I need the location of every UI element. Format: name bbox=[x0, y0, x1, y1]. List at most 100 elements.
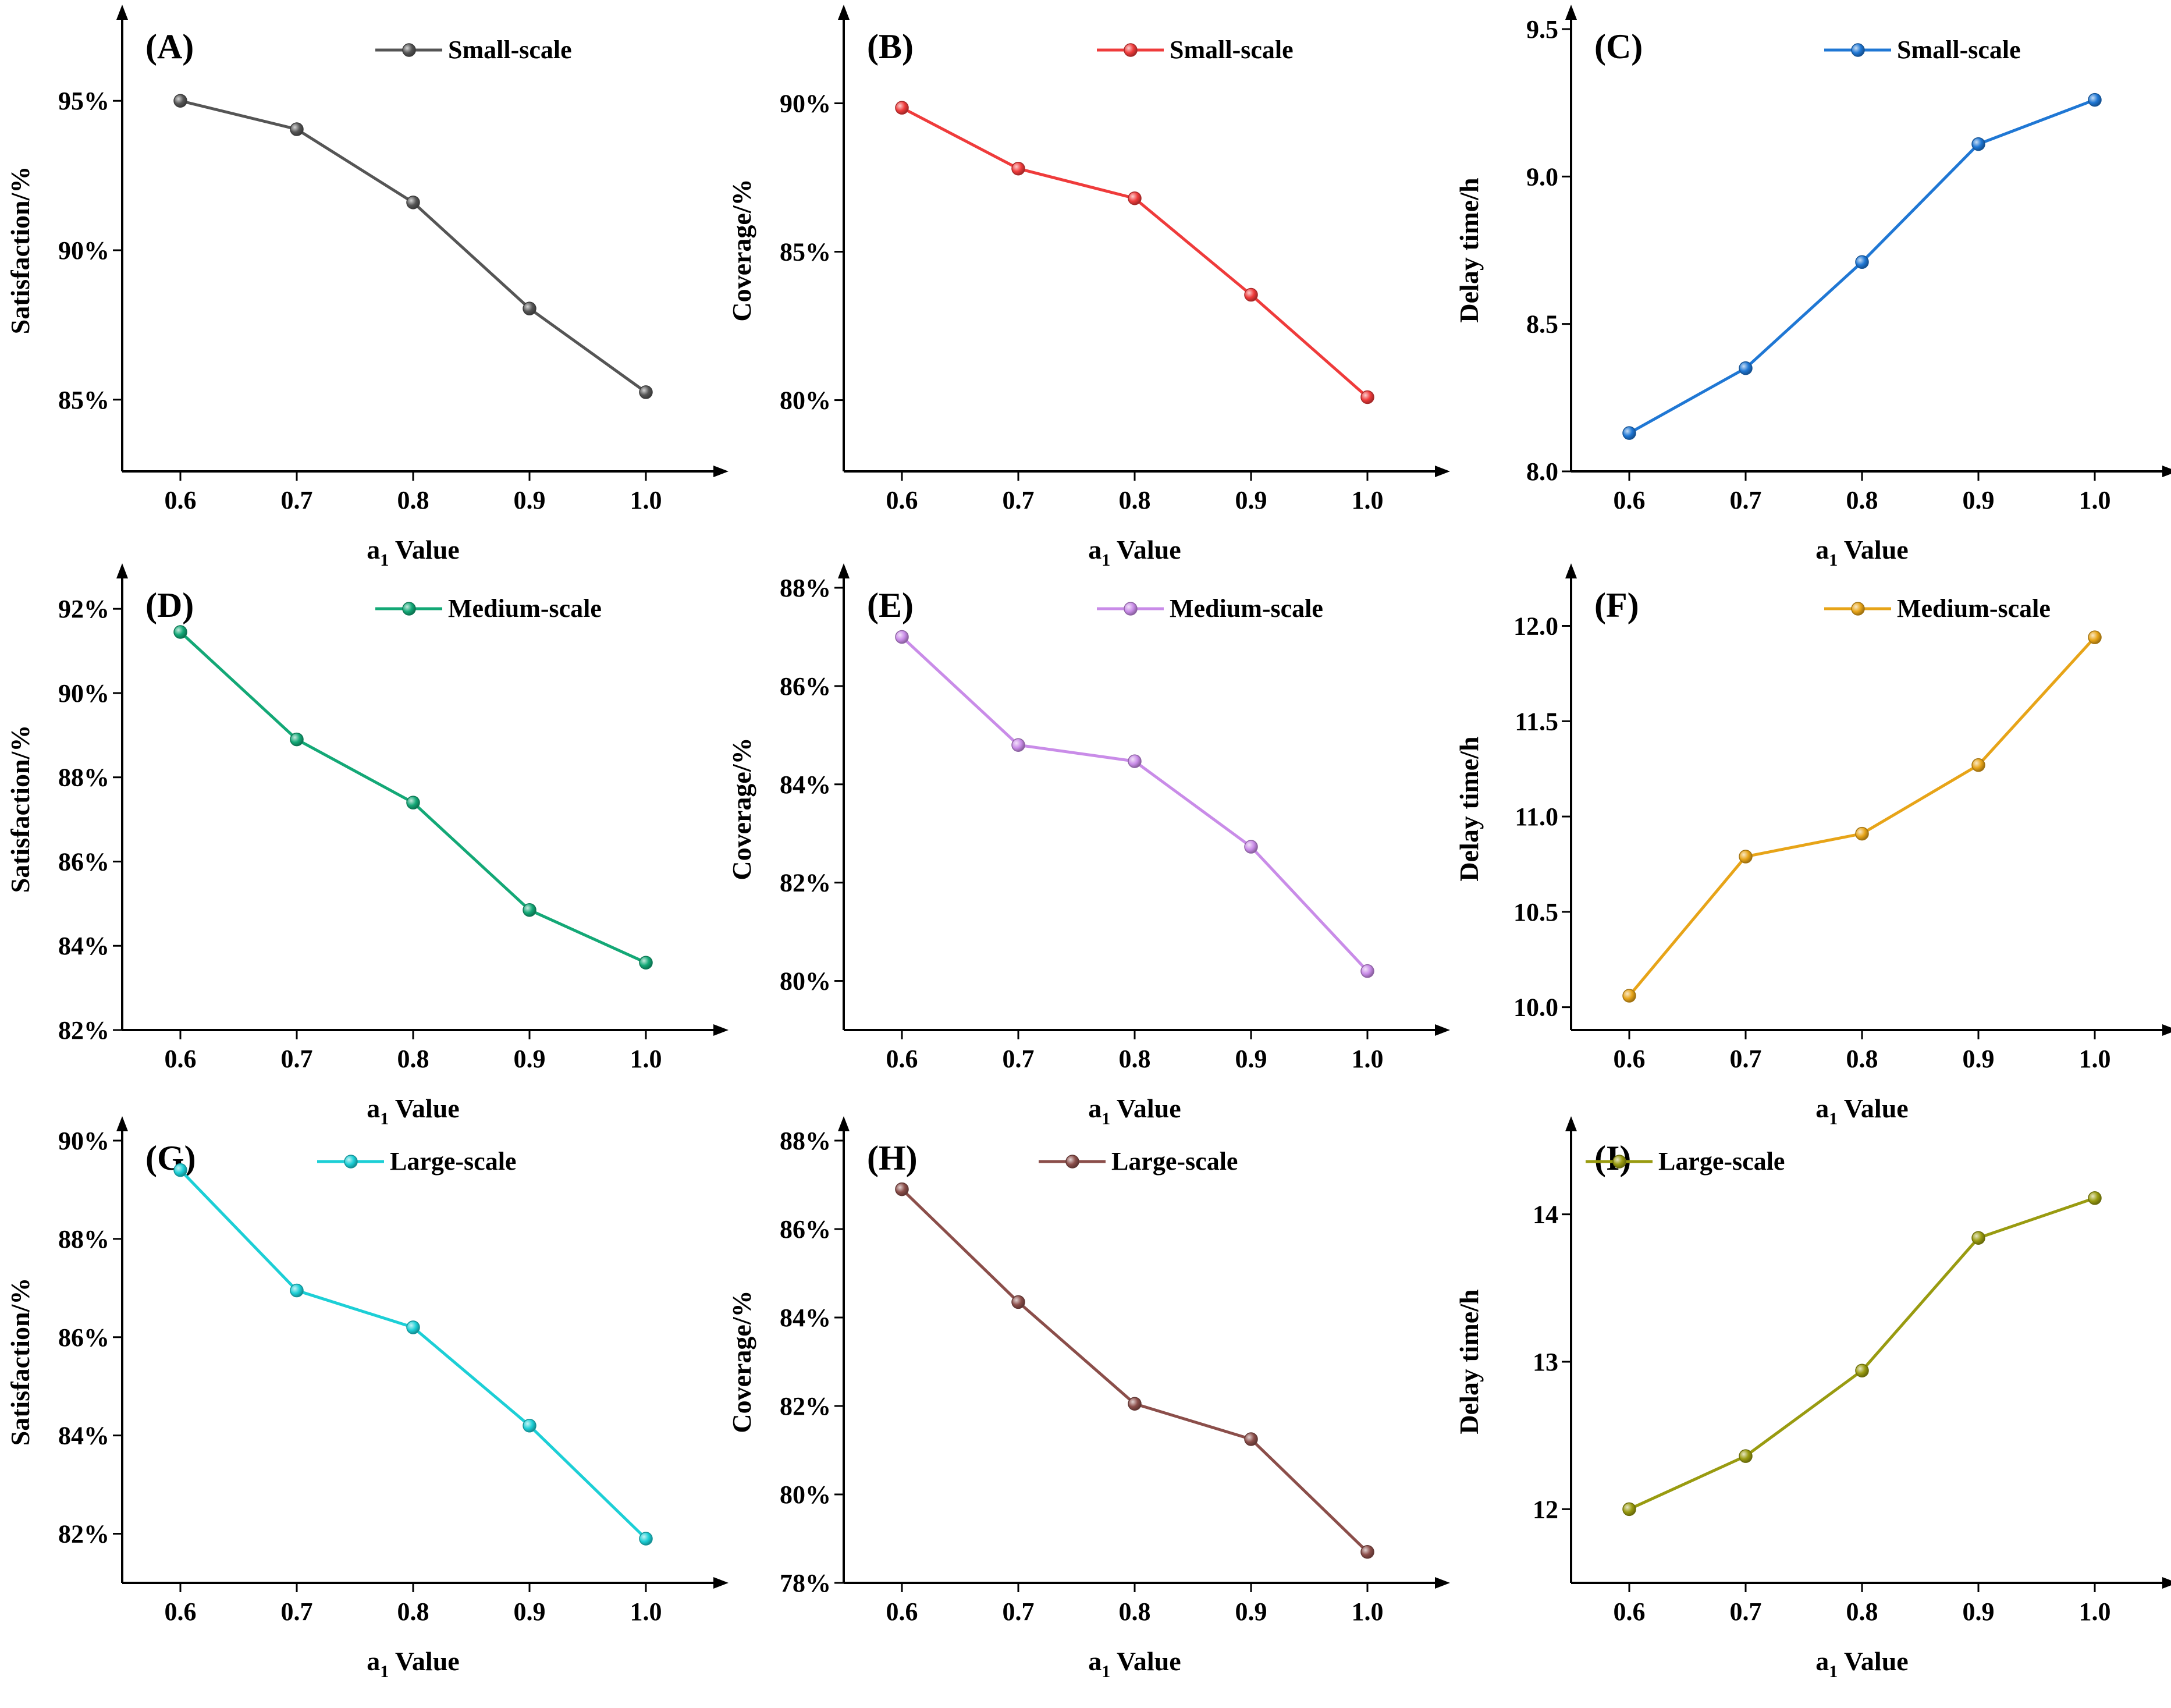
chart-4-x-axis-title-value: Value bbox=[389, 1093, 459, 1123]
chart-4-y-tick-label: 92% bbox=[58, 595, 109, 623]
chart-8-y-axis-title: Coverage/% bbox=[727, 1290, 756, 1433]
chart-7-series-line bbox=[179, 1169, 647, 1540]
chart-9-data-point bbox=[1971, 1231, 1985, 1245]
chart-1-data-point bbox=[290, 122, 304, 136]
chart-9-x-tick-label: 0.9 bbox=[1963, 1597, 1995, 1626]
chart-8-series-line bbox=[901, 1188, 1369, 1553]
chart-5-series-line bbox=[901, 635, 1369, 972]
chart-6-data-point bbox=[1971, 758, 1985, 772]
chart-7-x-axis-title: a1 Value bbox=[367, 1646, 459, 1681]
chart-9-series-line bbox=[1628, 1196, 2095, 1511]
chart-5-data-point bbox=[1244, 840, 1258, 854]
chart-2-y-tick-label: 90% bbox=[780, 90, 831, 118]
chart-7: 0.6 0.7 0.8 0.9 1.0 82% 84% 86% 88% 90% a1 Value Sa… bbox=[5, 1116, 729, 1681]
chart-9-data-point bbox=[2088, 1191, 2102, 1205]
chart-5-y-axis-arrow bbox=[838, 563, 850, 578]
chart-6-x-axis-arrow bbox=[2162, 1024, 2171, 1036]
chart-8-x-tick-label: 0.6 bbox=[886, 1597, 918, 1626]
chart-6-y-tick-label: 11.0 bbox=[1515, 802, 1558, 831]
chart-2-data-point bbox=[895, 101, 909, 115]
chart-5: 0.6 0.7 0.8 0.9 1.0 80% 82% 84% 86% 88% a1 Value Co… bbox=[727, 563, 1450, 1128]
chart-7-data-point bbox=[523, 1419, 536, 1433]
chart-9-y-tick-label: 14 bbox=[1533, 1201, 1558, 1229]
chart-1-x-axis-title-subscript: 1 bbox=[380, 551, 389, 570]
chart-6-panel-label: (F) bbox=[1594, 586, 1639, 624]
chart-9-x-tick-label: 1.0 bbox=[2079, 1597, 2111, 1626]
chart-7-data-point bbox=[290, 1283, 304, 1298]
chart-9-x-axis-arrow bbox=[2162, 1577, 2171, 1589]
chart-9-data-point bbox=[1739, 1449, 1753, 1463]
chart-4-x-axis-arrow bbox=[713, 1024, 729, 1036]
chart-8-legend-label: Large-scale bbox=[1111, 1147, 1238, 1176]
chart-5-x-axis-title-a: a bbox=[1088, 1093, 1102, 1123]
chart-1-data-point bbox=[639, 385, 653, 399]
chart-5-x-axis-title-subscript: 1 bbox=[1102, 1109, 1110, 1128]
chart-5-data-point bbox=[1128, 754, 1142, 768]
chart-8-x-axis-title: a1 Value bbox=[1088, 1646, 1181, 1681]
chart-5-legend-marker bbox=[1124, 602, 1138, 616]
chart-8-x-tick-label: 0.8 bbox=[1119, 1597, 1151, 1626]
chart-5-x-tick-label: 1.0 bbox=[1352, 1045, 1384, 1073]
chart-7-x-tick-label: 0.6 bbox=[165, 1597, 197, 1626]
chart-6-data-point bbox=[1855, 826, 1869, 841]
chart-2-x-tick-label: 0.7 bbox=[1003, 486, 1035, 514]
chart-3-x-tick-label: 1.0 bbox=[2079, 486, 2111, 514]
chart-6-x-tick-label: 0.8 bbox=[1846, 1045, 1878, 1073]
chart-8-x-tick-label: 1.0 bbox=[1352, 1597, 1384, 1626]
chart-9-x-axis-title: a1 Value bbox=[1815, 1646, 1908, 1681]
chart-6-y-tick-label: 10.0 bbox=[1513, 993, 1558, 1022]
chart-8-x-axis-title-a: a bbox=[1088, 1646, 1102, 1676]
chart-8-x-axis-title-subscript: 1 bbox=[1102, 1662, 1110, 1681]
chart-7-x-tick-label: 0.7 bbox=[281, 1597, 313, 1626]
chart-8-x-tick-label: 0.7 bbox=[1003, 1597, 1035, 1626]
chart-5-x-tick-label: 0.7 bbox=[1003, 1045, 1035, 1073]
chart-7-y-axis-title: Satisfaction/% bbox=[5, 1278, 35, 1446]
chart-7-x-tick-label: 0.8 bbox=[397, 1597, 429, 1626]
chart-9-x-tick-label: 0.7 bbox=[1730, 1597, 1762, 1626]
chart-4-x-tick-label: 0.9 bbox=[514, 1045, 546, 1073]
chart-3-panel-label: (C) bbox=[1594, 27, 1643, 66]
chart-8-y-tick-label: 78% bbox=[780, 1569, 831, 1597]
chart-3-data-point bbox=[1971, 137, 1985, 151]
chart-1-x-axis-title: a1 Value bbox=[367, 535, 459, 570]
chart-2-data-point bbox=[1244, 287, 1258, 302]
chart-5-x-axis-title: a1 Value bbox=[1088, 1093, 1181, 1128]
chart-2-x-axis-title: a1 Value bbox=[1088, 535, 1181, 570]
chart-3-x-axis-title-subscript: 1 bbox=[1829, 551, 1838, 570]
chart-5-y-tick-label: 86% bbox=[780, 672, 831, 701]
chart-4-legend-label: Medium-scale bbox=[448, 594, 602, 623]
chart-9-x-axis-title-a: a bbox=[1815, 1646, 1829, 1676]
chart-5-data-point bbox=[895, 630, 909, 644]
chart-9-x-tick-label: 0.8 bbox=[1846, 1597, 1878, 1626]
chart-1-x-tick-label: 0.8 bbox=[397, 486, 429, 514]
chart-8-data-point bbox=[1011, 1295, 1025, 1309]
chart-9-y-tick-label: 13 bbox=[1533, 1348, 1558, 1376]
chart-3-y-tick-label: 9.5 bbox=[1526, 15, 1558, 44]
chart-9-data-point bbox=[1855, 1363, 1869, 1377]
chart-6-x-axis-title-value: Value bbox=[1838, 1093, 1908, 1123]
chart-3-y-tick-label: 8.5 bbox=[1526, 310, 1558, 339]
chart-3-y-axis-title: Delay time/h bbox=[1454, 177, 1484, 322]
chart-3-data-point bbox=[1622, 426, 1636, 440]
chart-6-y-axis-arrow bbox=[1565, 563, 1577, 578]
chart-4-y-tick-label: 88% bbox=[58, 764, 109, 792]
chart-1-x-tick-label: 0.9 bbox=[514, 486, 546, 514]
chart-5-y-tick-label: 88% bbox=[780, 574, 831, 602]
chart-3-legend-marker bbox=[1851, 43, 1865, 57]
chart-8-y-tick-label: 88% bbox=[780, 1127, 831, 1155]
chart-1: 0.6 0.7 0.8 0.9 1.0 85% 90% 95% a1 Value Satisfac… bbox=[5, 5, 729, 570]
chart-4-x-tick-label: 0.8 bbox=[397, 1045, 429, 1073]
chart-7-y-tick-label: 84% bbox=[58, 1422, 109, 1450]
chart-1-y-tick-label: 95% bbox=[58, 87, 109, 115]
chart-4-data-point bbox=[173, 625, 187, 639]
chart-3-data-point bbox=[1855, 255, 1869, 269]
chart-2-legend-marker bbox=[1124, 43, 1138, 57]
chart-4-x-tick-label: 1.0 bbox=[630, 1045, 662, 1073]
chart-6-y-axis-title: Delay time/h bbox=[1454, 736, 1484, 881]
chart-5-y-tick-label: 82% bbox=[780, 869, 831, 897]
chart-2-y-tick-label: 85% bbox=[780, 238, 831, 267]
chart-3-x-axis-title-value: Value bbox=[1838, 535, 1908, 564]
chart-5-x-tick-label: 0.6 bbox=[886, 1045, 918, 1073]
chart-8-y-tick-label: 82% bbox=[780, 1392, 831, 1421]
